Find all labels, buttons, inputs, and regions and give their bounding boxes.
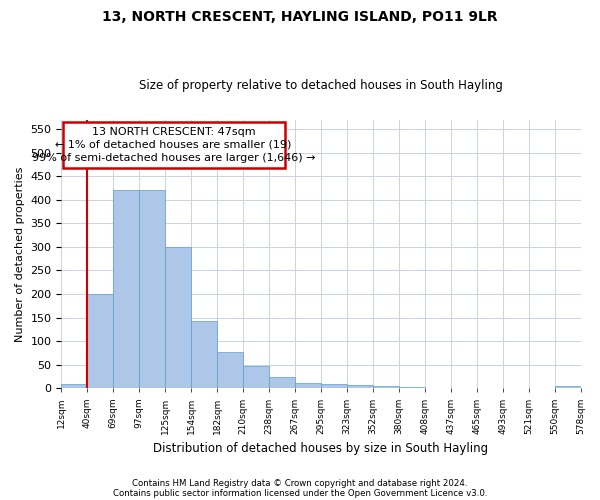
Bar: [269, 377, 295, 388]
Text: ← 1% of detached houses are smaller (19): ← 1% of detached houses are smaller (19): [55, 140, 292, 150]
Text: 13, NORTH CRESCENT, HAYLING ISLAND, PO11 9LR: 13, NORTH CRESCENT, HAYLING ISLAND, PO11…: [102, 10, 498, 24]
Bar: [88, 294, 113, 388]
Bar: [113, 190, 139, 388]
Bar: [554, 386, 581, 388]
X-axis label: Distribution of detached houses by size in South Hayling: Distribution of detached houses by size …: [154, 442, 488, 455]
Bar: [373, 386, 399, 388]
Bar: [165, 247, 191, 388]
Y-axis label: Number of detached properties: Number of detached properties: [15, 166, 25, 342]
Bar: [347, 386, 373, 388]
Bar: [191, 321, 217, 388]
Text: Contains public sector information licensed under the Open Government Licence v3: Contains public sector information licen…: [113, 488, 487, 498]
Bar: [321, 384, 347, 388]
Title: Size of property relative to detached houses in South Hayling: Size of property relative to detached ho…: [139, 79, 503, 92]
Bar: [217, 352, 243, 389]
FancyBboxPatch shape: [63, 122, 284, 168]
Text: 13 NORTH CRESCENT: 47sqm: 13 NORTH CRESCENT: 47sqm: [92, 127, 256, 137]
Text: Contains HM Land Registry data © Crown copyright and database right 2024.: Contains HM Land Registry data © Crown c…: [132, 478, 468, 488]
Text: 99% of semi-detached houses are larger (1,646) →: 99% of semi-detached houses are larger (…: [32, 152, 316, 162]
Bar: [61, 384, 88, 388]
Bar: [295, 382, 321, 388]
Bar: [139, 190, 165, 388]
Bar: [243, 366, 269, 388]
